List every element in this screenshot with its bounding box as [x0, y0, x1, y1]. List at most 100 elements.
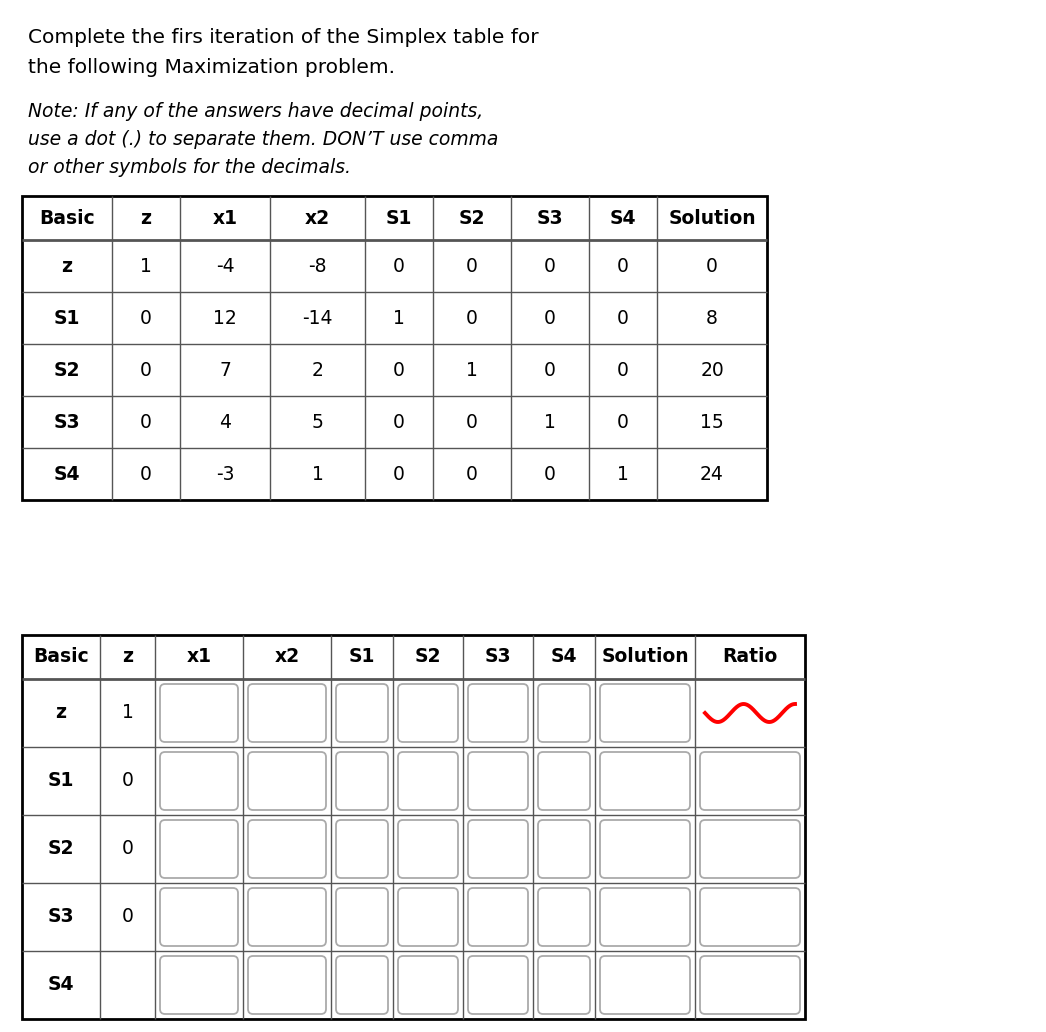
Text: 0: 0	[393, 257, 405, 276]
FancyBboxPatch shape	[468, 956, 528, 1014]
Bar	[22, 635, 805, 1019]
Text: 12: 12	[213, 309, 236, 327]
Text: 0: 0	[140, 309, 152, 327]
Text: -8: -8	[309, 257, 326, 276]
Text: 0: 0	[121, 772, 134, 791]
Text: 7: 7	[219, 360, 231, 380]
Text: S2: S2	[415, 647, 441, 667]
FancyBboxPatch shape	[397, 752, 458, 810]
Text: or other symbols for the decimals.: or other symbols for the decimals.	[28, 158, 351, 178]
Text: z: z	[140, 208, 152, 227]
Text: S1: S1	[53, 309, 81, 327]
Text: 1: 1	[312, 464, 323, 484]
FancyBboxPatch shape	[336, 752, 388, 810]
Text: 20: 20	[700, 360, 724, 380]
FancyBboxPatch shape	[248, 820, 326, 878]
Text: 1: 1	[617, 464, 629, 484]
Text: Solution: Solution	[668, 208, 756, 227]
FancyBboxPatch shape	[538, 888, 590, 946]
FancyBboxPatch shape	[160, 684, 238, 742]
Text: S4: S4	[610, 208, 636, 227]
Text: 0: 0	[544, 309, 555, 327]
Text: -14: -14	[302, 309, 333, 327]
Text: S4: S4	[53, 464, 81, 484]
Text: 0: 0	[467, 413, 478, 431]
FancyBboxPatch shape	[397, 820, 458, 878]
FancyBboxPatch shape	[468, 684, 528, 742]
Text: 8: 8	[706, 309, 718, 327]
Text: 5: 5	[312, 413, 323, 431]
Text: 0: 0	[140, 360, 152, 380]
FancyBboxPatch shape	[700, 888, 800, 946]
FancyBboxPatch shape	[468, 752, 528, 810]
Text: 0: 0	[121, 839, 134, 859]
Text: 2: 2	[312, 360, 323, 380]
FancyBboxPatch shape	[538, 752, 590, 810]
Text: S2: S2	[459, 208, 485, 227]
Text: Basic: Basic	[33, 647, 89, 667]
Text: x2: x2	[274, 647, 299, 667]
FancyBboxPatch shape	[248, 684, 326, 742]
FancyBboxPatch shape	[397, 888, 458, 946]
Text: z: z	[122, 647, 133, 667]
Text: S2: S2	[48, 839, 74, 859]
FancyBboxPatch shape	[248, 888, 326, 946]
Text: -3: -3	[215, 464, 234, 484]
Text: 1: 1	[393, 309, 405, 327]
Text: Complete the firs iteration of the Simplex table for: Complete the firs iteration of the Simpl…	[28, 28, 539, 47]
Text: 0: 0	[706, 257, 718, 276]
Text: 0: 0	[393, 360, 405, 380]
FancyBboxPatch shape	[538, 820, 590, 878]
Text: 0: 0	[140, 413, 152, 431]
Text: 0: 0	[544, 360, 555, 380]
FancyBboxPatch shape	[600, 888, 690, 946]
FancyBboxPatch shape	[160, 752, 238, 810]
FancyBboxPatch shape	[468, 888, 528, 946]
Text: 24: 24	[700, 464, 724, 484]
FancyBboxPatch shape	[160, 888, 238, 946]
Text: 0: 0	[467, 257, 478, 276]
Text: S4: S4	[48, 975, 74, 995]
Text: S1: S1	[48, 772, 74, 791]
Text: 15: 15	[700, 413, 724, 431]
Text: x2: x2	[305, 208, 331, 227]
Text: S2: S2	[53, 360, 81, 380]
Text: S4: S4	[551, 647, 577, 667]
Text: 0: 0	[617, 309, 629, 327]
FancyBboxPatch shape	[160, 956, 238, 1014]
Text: S1: S1	[386, 208, 412, 227]
FancyBboxPatch shape	[397, 684, 458, 742]
Text: use a dot (.) to separate them. DON’T use comma: use a dot (.) to separate them. DON’T us…	[28, 130, 498, 149]
Text: S3: S3	[53, 413, 81, 431]
Text: Basic: Basic	[39, 208, 95, 227]
Text: Ratio: Ratio	[723, 647, 777, 667]
Text: 0: 0	[393, 464, 405, 484]
Text: -4: -4	[215, 257, 234, 276]
Text: 0: 0	[544, 464, 555, 484]
Text: x1: x1	[186, 647, 211, 667]
Text: S3: S3	[537, 208, 564, 227]
FancyBboxPatch shape	[538, 684, 590, 742]
Text: 4: 4	[219, 413, 231, 431]
FancyBboxPatch shape	[336, 956, 388, 1014]
Text: z: z	[62, 257, 72, 276]
Text: z: z	[55, 704, 67, 722]
Text: 0: 0	[617, 413, 629, 431]
Text: Note: If any of the answers have decimal points,: Note: If any of the answers have decimal…	[28, 102, 483, 121]
Text: S3: S3	[484, 647, 511, 667]
Text: 0: 0	[544, 257, 555, 276]
Text: 0: 0	[617, 257, 629, 276]
Text: 1: 1	[467, 360, 478, 380]
Text: Solution: Solution	[601, 647, 689, 667]
Text: the following Maximization problem.: the following Maximization problem.	[28, 58, 395, 77]
FancyBboxPatch shape	[600, 684, 690, 742]
FancyBboxPatch shape	[538, 956, 590, 1014]
Text: x1: x1	[212, 208, 237, 227]
Text: 0: 0	[121, 907, 134, 927]
Text: 1: 1	[140, 257, 152, 276]
FancyBboxPatch shape	[700, 820, 800, 878]
Text: 0: 0	[393, 413, 405, 431]
Text: S1: S1	[348, 647, 376, 667]
FancyBboxPatch shape	[397, 956, 458, 1014]
FancyBboxPatch shape	[336, 820, 388, 878]
